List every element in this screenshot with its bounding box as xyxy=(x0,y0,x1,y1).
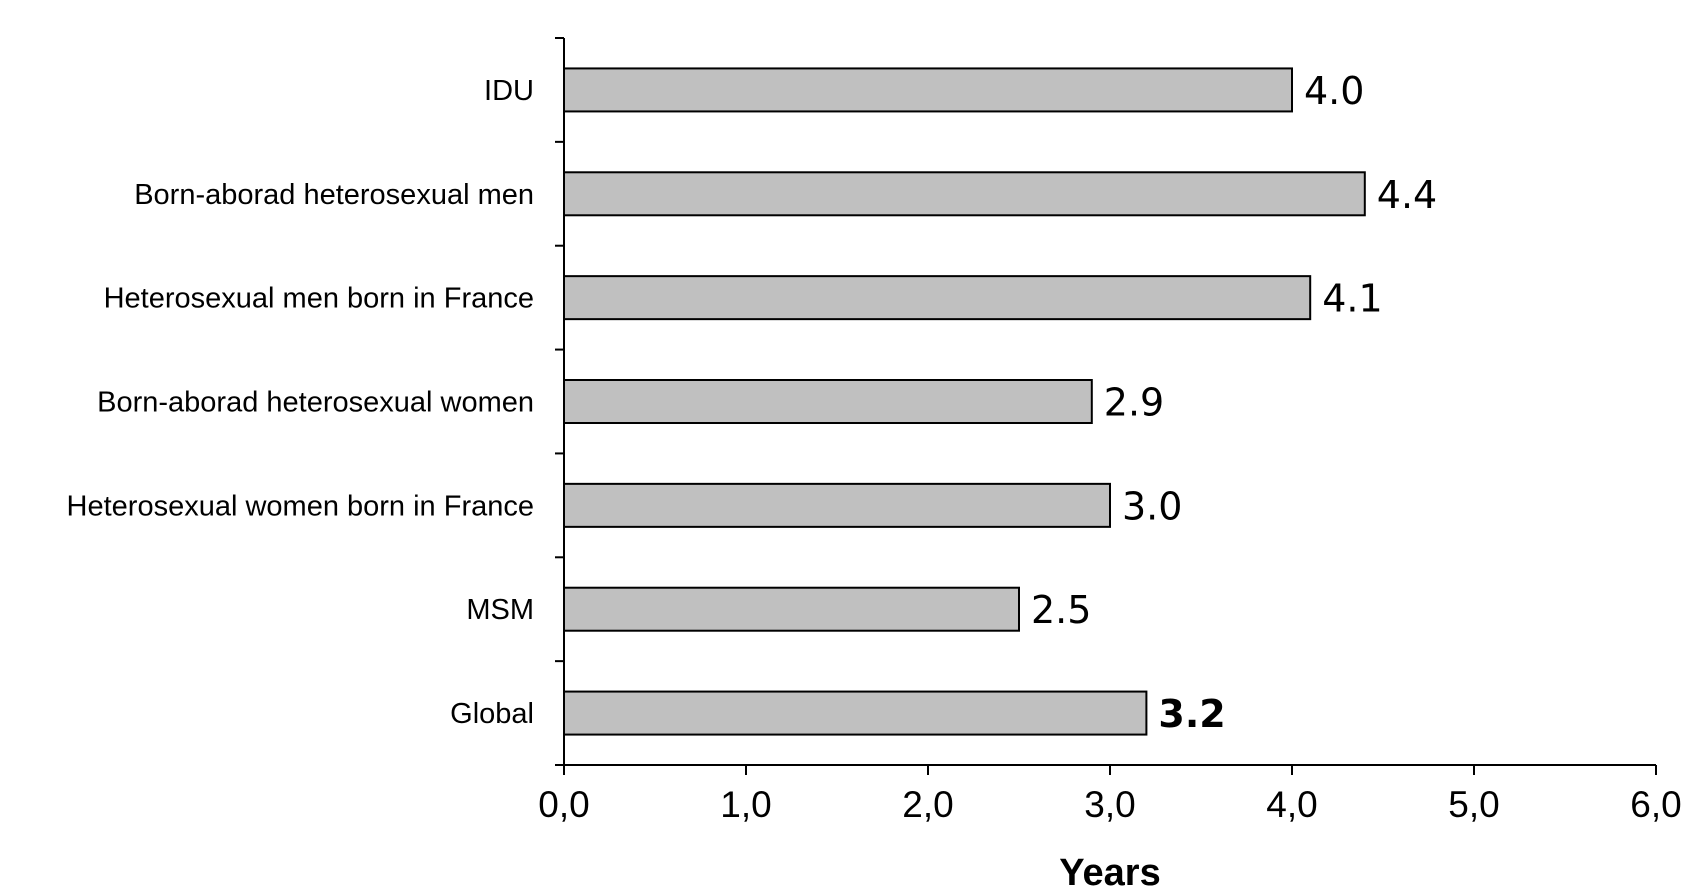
data-label: 3.2 xyxy=(1158,692,1225,736)
x-tick-label: 3,0 xyxy=(1084,784,1135,825)
bar xyxy=(563,482,1111,528)
x-axis-ticks: 0,0 1,0 2,0 3,0 4,0 5,0 6,0 xyxy=(538,765,1682,825)
data-label: 2.9 xyxy=(1104,381,1164,425)
bar xyxy=(563,171,1366,217)
x-tick-label: 4,0 xyxy=(1266,784,1317,825)
data-label: 4.1 xyxy=(1322,277,1382,321)
x-tick-label: 2,0 xyxy=(902,784,953,825)
data-label: 3.0 xyxy=(1122,484,1182,528)
x-tick-label: 5,0 xyxy=(1448,784,1499,825)
bar xyxy=(563,690,1148,736)
category-label: Heterosexual men born in France xyxy=(104,283,534,315)
x-tick-label: 0,0 xyxy=(538,784,589,825)
data-label: 4.4 xyxy=(1377,173,1437,217)
bar xyxy=(563,67,1293,113)
data-label: 2.5 xyxy=(1031,588,1091,632)
x-tick-label: 6,0 xyxy=(1630,784,1681,825)
y-axis-ticks xyxy=(555,37,564,766)
bars xyxy=(563,67,1366,736)
bar xyxy=(563,275,1312,321)
category-label: Heterosexual women born in France xyxy=(67,490,534,522)
bar xyxy=(563,379,1093,424)
x-tick-label: 1,0 xyxy=(720,784,771,825)
category-label: Born-aborad heterosexual men xyxy=(134,179,534,211)
category-labels: IDU Born-aborad heterosexual men Heterosex… xyxy=(67,75,534,730)
category-label: MSM xyxy=(466,594,534,626)
x-axis-title: Years xyxy=(1059,852,1160,887)
data-labels: 4.0 4.4 4.1 2.9 3.0 2.5 3.2 xyxy=(1031,69,1437,736)
category-label: Global xyxy=(450,698,534,730)
data-label: 4.0 xyxy=(1304,69,1364,113)
category-label: IDU xyxy=(484,75,534,107)
bar xyxy=(563,586,1020,632)
category-label: Born-aborad heterosexual women xyxy=(97,387,534,419)
